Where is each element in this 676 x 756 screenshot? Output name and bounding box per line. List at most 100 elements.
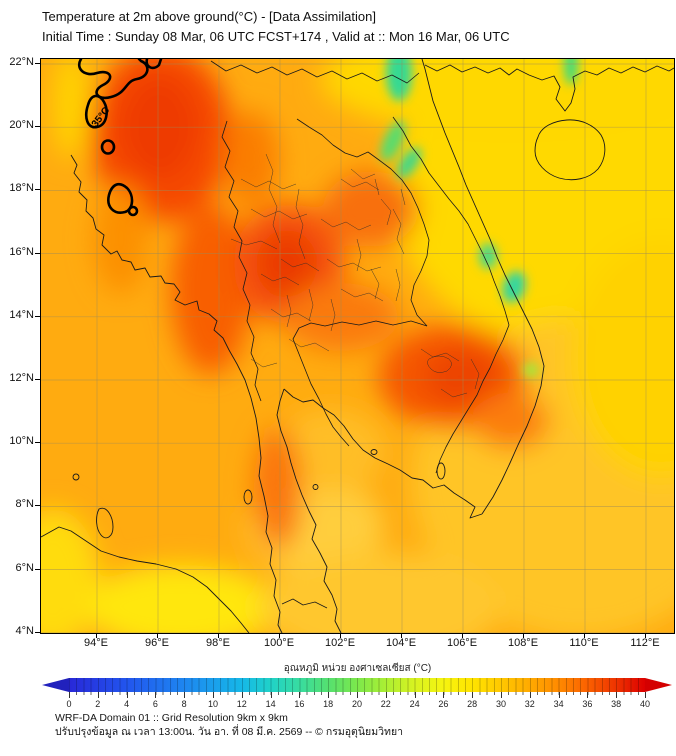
isotherm-contours-35c — [77, 59, 163, 217]
hainan-island — [534, 119, 606, 181]
lat-tick — [35, 252, 40, 254]
border-thailand-cambodia — [292, 320, 428, 447]
colorbar-tick-label: 2 — [95, 699, 101, 709]
colorbar-tick — [213, 692, 214, 698]
lat-tick-label: 16°N — [9, 245, 34, 258]
lat-tick — [35, 442, 40, 444]
coast-sumatra — [41, 526, 250, 633]
colorbar-tick — [443, 692, 445, 698]
colorbar-tick-label: 14 — [265, 699, 276, 709]
lon-tick-label: 112°E — [630, 637, 660, 649]
coast-gulf-north-east — [283, 388, 483, 519]
coast-vietnam — [421, 59, 545, 515]
lat-tick-label: 12°N — [9, 372, 34, 384]
grid-lines — [41, 59, 674, 633]
province-borders — [230, 153, 480, 398]
colorbar-tick-label: 6 — [152, 699, 158, 709]
coastlines — [41, 59, 674, 633]
colorbar-tick-label: 28 — [467, 699, 478, 709]
colorbar-tick — [357, 692, 358, 698]
colorbar-tick — [529, 692, 531, 698]
coast-gulf-west — [276, 388, 342, 633]
lat-tick — [35, 126, 40, 128]
colorbar-tick-label: 16 — [294, 699, 305, 709]
border-thailand-malaysia — [281, 598, 328, 609]
colorbar-tick-label: 10 — [207, 699, 218, 709]
lon-tick — [584, 633, 585, 638]
update-info: ปรับปรุงข้อมูล ณ เวลา 13:00น. วัน อา. ที… — [55, 725, 403, 738]
colorbar-tick — [558, 692, 560, 698]
lat-tick — [35, 63, 40, 64]
colorbar-tick-label: 20 — [351, 699, 362, 709]
lon-tick — [218, 633, 219, 638]
border-thailand-laos — [296, 118, 430, 327]
colorbar-tick-label: 18 — [323, 699, 334, 709]
lat-tick-label: 6°N — [15, 561, 34, 574]
colorbar-tick — [69, 692, 70, 698]
lon-tick-label: 104°E — [385, 637, 417, 649]
colorbar-tick — [241, 692, 243, 698]
colorbar-tick — [184, 692, 186, 698]
lat-tick-label: 14°N — [9, 308, 34, 321]
colorbar-tick — [501, 692, 502, 698]
colorbar-tick-label: 24 — [409, 699, 420, 709]
lat-tick — [35, 189, 40, 191]
lon-tick-label: 106°E — [446, 637, 478, 649]
colorbar-tick — [472, 692, 474, 698]
lat-tick-label: 8°N — [15, 498, 34, 511]
colorbar-tick-label: 12 — [236, 699, 247, 709]
colorbar-tick-label: 32 — [524, 699, 535, 709]
lon-tick-label: 98°E — [206, 637, 230, 649]
footer-block: WRF-DA Domain 01 :: Grid Resolution 9km … — [55, 712, 403, 739]
model-info: WRF-DA Domain 01 :: Grid Resolution 9km … — [55, 712, 288, 724]
colorbar-tick — [645, 692, 646, 698]
colorbar-left-arrow — [42, 678, 69, 692]
temperature-2m-map: 35°C — [41, 59, 674, 633]
colorbar-tick — [385, 692, 387, 698]
title-block: Temperature at 2m above ground(°C) - [Da… — [42, 7, 510, 47]
colorbar-tick — [97, 692, 99, 698]
colorbar-tick-label: 22 — [380, 699, 391, 709]
border-china-north — [210, 60, 420, 84]
lat-tick-label: 4°N — [15, 624, 34, 637]
colorbar-tick — [155, 692, 157, 698]
lon-tick-label: 100°E — [263, 637, 295, 649]
colorbar-tick — [587, 692, 589, 698]
lon-tick — [279, 633, 280, 638]
lon-tick — [462, 633, 463, 638]
coast-south-china — [424, 64, 674, 112]
colorbar-tick-label: 30 — [495, 699, 506, 709]
lat-tick — [35, 568, 40, 570]
lon-tick-label: 94°E — [84, 637, 108, 649]
lon-tick-label: 96°E — [145, 637, 169, 649]
colorbar-tick — [126, 692, 128, 698]
colorbar-tick — [414, 692, 416, 698]
colorbar-tick — [616, 692, 618, 698]
border-cambodia-vietnam — [435, 324, 510, 474]
border-laos-vietnam — [392, 116, 510, 326]
colorbar-right-arrow — [645, 678, 672, 692]
colorbar-tick-label: 26 — [438, 699, 449, 709]
tonle-sap-lake — [427, 355, 452, 373]
cool-green-patches — [380, 59, 578, 378]
lon-tick — [96, 633, 97, 638]
colorbar-tick — [270, 692, 272, 698]
colorbar-tick — [328, 692, 330, 698]
map-area: 35°C — [40, 58, 675, 634]
border-myanmar-thailand — [221, 120, 262, 402]
lon-tick-label: 108°E — [507, 637, 539, 649]
coast-myanmar-peninsula — [70, 154, 283, 633]
small-islands — [72, 449, 446, 539]
chart-subtitle: Initial Time : Sunday 08 Mar, 06 UTC FCS… — [42, 29, 510, 44]
colorbar-tick-label: 36 — [582, 699, 593, 709]
lon-tick — [401, 633, 402, 638]
lat-tick-label: 22°N — [9, 56, 34, 68]
lat-tick-label: 20°N — [9, 119, 34, 132]
lat-tick-label: 10°N — [9, 435, 34, 448]
chart-title: Temperature at 2m above ground(°C) - [Da… — [42, 9, 376, 24]
colorbar-tick — [299, 692, 301, 698]
lon-tick — [157, 633, 158, 638]
lon-tick — [340, 633, 341, 638]
colorbar-tick-label: 38 — [611, 699, 622, 709]
